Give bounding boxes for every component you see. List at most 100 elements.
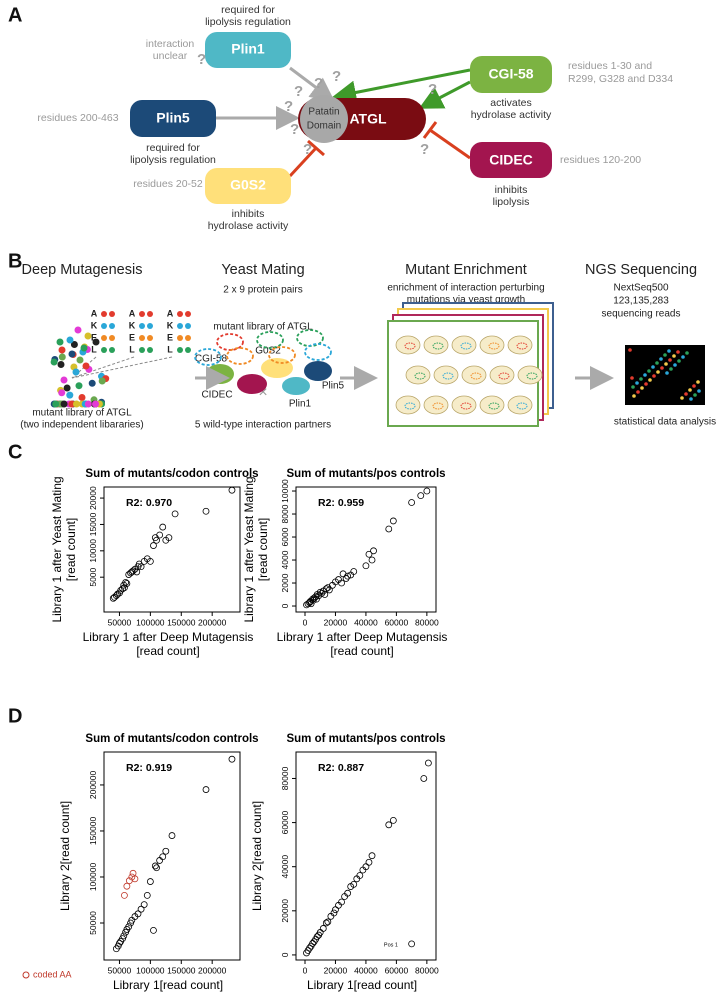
patatin-domain bbox=[300, 95, 348, 143]
residue-letter: K bbox=[91, 320, 98, 330]
panel-b: B Deep Mutagenesis Yeast Mating Mutant E… bbox=[8, 250, 716, 430]
yeast-cell bbox=[451, 395, 477, 415]
yeast bbox=[226, 347, 254, 365]
point bbox=[121, 891, 128, 899]
plasmid bbox=[432, 342, 444, 350]
caption: mutant library of ATGL bbox=[32, 408, 132, 419]
bead bbox=[78, 394, 86, 401]
point bbox=[129, 567, 137, 575]
x-tick-label: 20000 bbox=[324, 965, 348, 975]
plasmid bbox=[488, 342, 500, 350]
point bbox=[365, 858, 373, 866]
bead bbox=[60, 400, 68, 408]
node-note: lipolysis regulation bbox=[130, 154, 216, 166]
y-tick-label: 0 bbox=[280, 603, 290, 608]
read-dot bbox=[677, 359, 681, 363]
bead bbox=[88, 379, 96, 387]
point bbox=[159, 853, 167, 861]
plasmid bbox=[404, 342, 416, 350]
section-note: enrichment of interaction perturbing bbox=[387, 283, 544, 294]
node-box bbox=[205, 32, 291, 68]
node-box bbox=[205, 168, 291, 204]
section-note: NextSeq500 bbox=[613, 283, 668, 294]
y-axis-label: Library 1 after Yeast Mating bbox=[50, 476, 64, 622]
point bbox=[153, 864, 160, 872]
node-note: inhibits bbox=[495, 184, 528, 196]
point bbox=[350, 568, 358, 575]
residue-dot bbox=[109, 335, 115, 341]
y-tick-label: 80000 bbox=[280, 766, 290, 790]
node-note: inhibits bbox=[232, 208, 265, 220]
y-axis-label: Library 1 after Yeast Mating bbox=[242, 476, 256, 622]
yeast-cell bbox=[489, 365, 515, 385]
point bbox=[389, 517, 397, 525]
point bbox=[338, 898, 345, 906]
guide-line bbox=[71, 356, 135, 379]
y-tick-label: 15000 bbox=[88, 512, 98, 536]
point bbox=[385, 525, 393, 533]
partner-label: G0S2 bbox=[255, 346, 281, 357]
point bbox=[150, 542, 157, 549]
plasmid bbox=[432, 402, 444, 410]
point bbox=[120, 932, 128, 940]
node-label: Plin5 bbox=[156, 110, 190, 126]
plasmid bbox=[470, 372, 482, 380]
panel-label: C bbox=[8, 441, 22, 463]
bead bbox=[58, 346, 66, 354]
node-note: lipolysis regulation bbox=[205, 16, 291, 28]
partner-label: CGI-58 bbox=[195, 354, 228, 365]
bead bbox=[58, 389, 66, 397]
plasmid bbox=[414, 372, 426, 380]
read-dot bbox=[656, 370, 660, 374]
yeast-cell bbox=[423, 395, 449, 415]
residue-letter: A bbox=[167, 308, 174, 318]
partner-label: Plin5 bbox=[322, 381, 345, 392]
read-dot bbox=[685, 351, 689, 355]
point bbox=[162, 847, 170, 855]
annotation: R2: 0.970 bbox=[126, 497, 172, 509]
plot-frame bbox=[103, 751, 241, 961]
residue-dot bbox=[139, 335, 145, 341]
partner bbox=[237, 374, 267, 394]
bead bbox=[76, 356, 84, 364]
bead bbox=[70, 341, 78, 348]
yeast-cell bbox=[451, 335, 477, 355]
section-note: 123,135,283 bbox=[613, 296, 669, 307]
y-axis-label: Library 2[read count] bbox=[58, 801, 72, 911]
section-note: sequencing reads bbox=[602, 309, 681, 320]
node-label: CGI-58 bbox=[488, 66, 533, 82]
yeast-cell bbox=[395, 395, 421, 415]
point bbox=[119, 585, 126, 593]
node-box bbox=[470, 56, 552, 93]
point bbox=[370, 547, 377, 555]
x-tick-label: 40000 bbox=[354, 617, 378, 627]
point bbox=[306, 944, 313, 952]
node-note: hydrolase activity bbox=[471, 109, 552, 121]
read-dot bbox=[655, 361, 659, 365]
plot-frame bbox=[103, 486, 241, 613]
residue-letter: E bbox=[129, 332, 135, 342]
x-tick-label: 20000 bbox=[324, 617, 348, 627]
residue-letter: L bbox=[167, 344, 173, 354]
section-title: Mutant Enrichment bbox=[405, 262, 527, 278]
partner bbox=[206, 364, 234, 384]
yeast bbox=[268, 346, 296, 364]
residue-dot bbox=[109, 311, 115, 317]
question: ? bbox=[290, 121, 299, 138]
read-dot bbox=[669, 367, 673, 371]
annotation: R2: 0.919 bbox=[126, 762, 172, 774]
inhibition bbox=[307, 139, 325, 157]
read-dot bbox=[639, 377, 643, 381]
point bbox=[171, 510, 179, 518]
plasmid bbox=[516, 342, 528, 350]
y-tick-label: 8000 bbox=[280, 504, 290, 523]
node-note: hydrolase activity bbox=[208, 220, 289, 232]
inhibition bbox=[288, 146, 318, 178]
guide-line bbox=[71, 356, 173, 379]
x-tick-label: 50000 bbox=[108, 617, 132, 627]
residue-dot bbox=[101, 335, 107, 341]
read-dot bbox=[663, 353, 667, 357]
caption: statistical data analysis bbox=[614, 417, 716, 428]
annotation: R2: 0.959 bbox=[318, 497, 364, 509]
